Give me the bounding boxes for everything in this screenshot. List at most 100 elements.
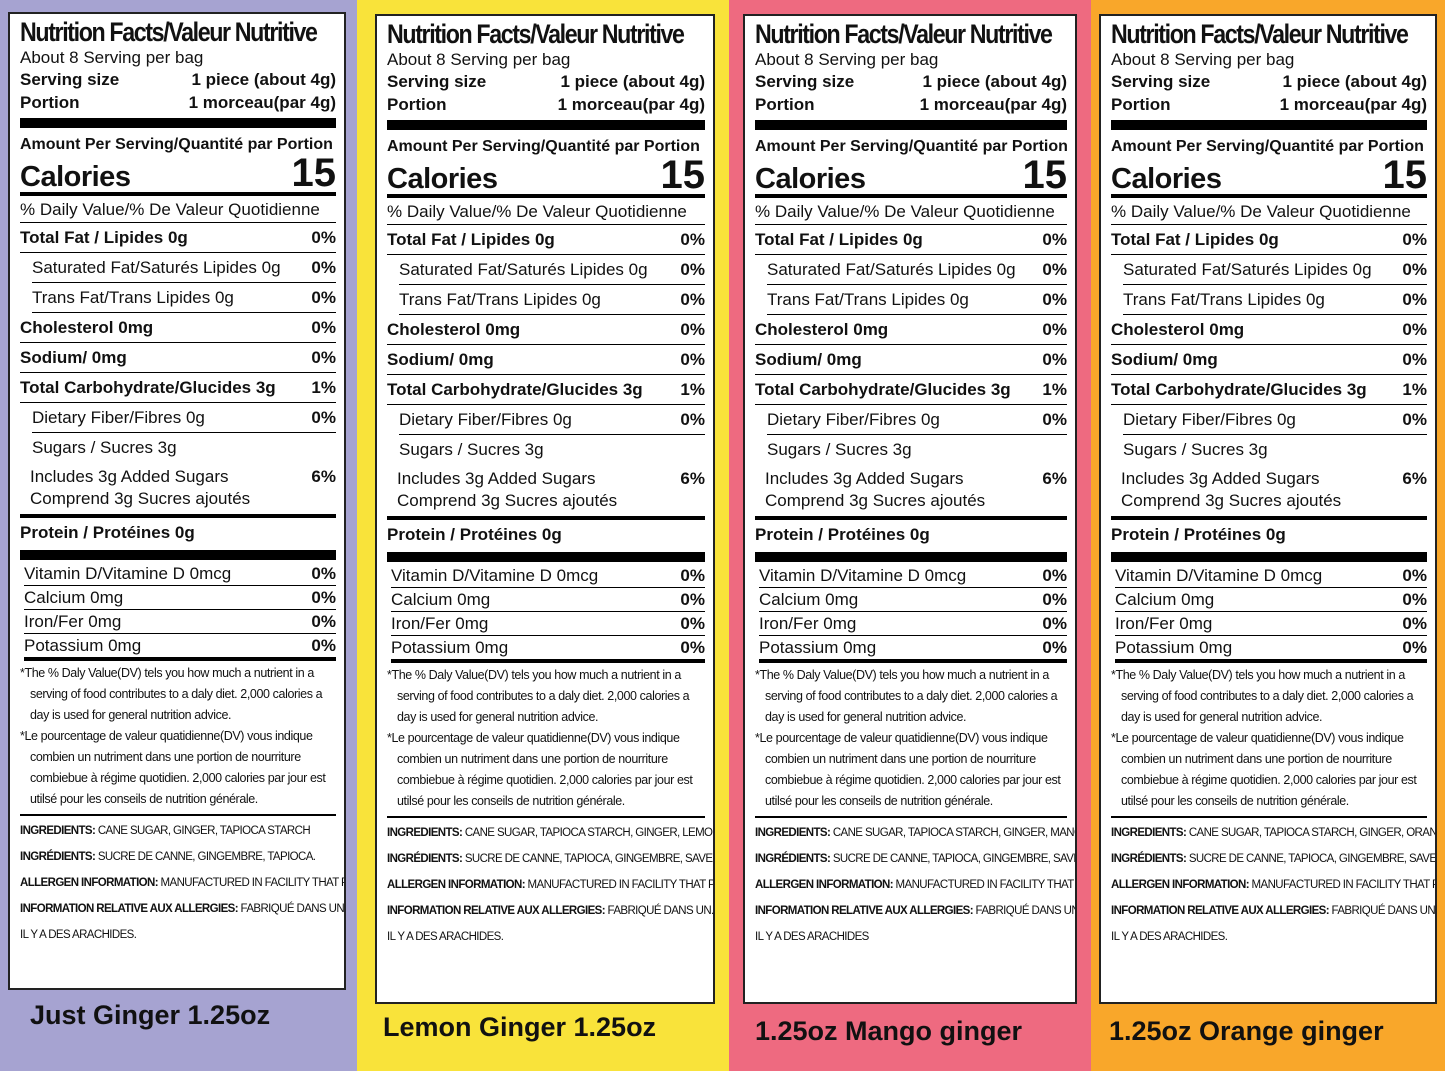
amount-per-serving: Amount Per Serving/Quantité par Portion bbox=[755, 138, 1068, 155]
sodium-percent: 0% bbox=[680, 350, 705, 369]
added-sugars-percent: 6% bbox=[1042, 469, 1067, 488]
serving-size-row: Serving size 1 piece (about 4g) bbox=[1111, 70, 1427, 93]
allergen-fr-cont: IL Y A DES ARACHIDES. bbox=[387, 931, 504, 943]
fiber-row: Dietary Fiber/Fibres 0g 0% bbox=[32, 403, 336, 433]
trans-fat-row: Trans Fat/Trans Lipides 0g 0% bbox=[767, 285, 1067, 315]
calcium-row: Calcium 0mg 0% bbox=[391, 588, 705, 612]
added-sugars-label: Includes 3g Added Sugars Comprend 3g Suc… bbox=[765, 468, 985, 512]
saturated-fat-percent: 0% bbox=[311, 258, 336, 277]
added-sugars-en: Includes 3g Added Sugars bbox=[30, 467, 229, 486]
label-title: Nutrition Facts/Valeur Nutritive bbox=[387, 19, 685, 49]
cholesterol-percent: 0% bbox=[1042, 320, 1067, 339]
fiber-row: Dietary Fiber/Fibres 0g 0% bbox=[767, 405, 1067, 435]
added-sugars-row: Includes 3g Added Sugars Comprend 3g Suc… bbox=[387, 464, 705, 520]
portion-row: Portion 1 morceau(par 4g) bbox=[20, 91, 336, 114]
serving-size-label: Serving size bbox=[755, 72, 855, 91]
allergen-fr: INFORMATION RELATIVE AUX ALLERGIES: FABR… bbox=[1111, 898, 1435, 924]
amount-per-serving: Amount Per Serving/Quantité par Portion bbox=[20, 136, 333, 153]
total-fat-label: Total Fat / Lipides 0g bbox=[1111, 230, 1279, 249]
footnote-en: *The % Daly Value(DV) tels you how much … bbox=[20, 666, 323, 722]
calcium-row: Calcium 0mg 0% bbox=[24, 586, 336, 610]
sodium-label: Sodium/ 0mg bbox=[387, 350, 494, 369]
ing-fr: SUCRE DE CANNE, TAPIOCA, GINGEMBRE, SAVE… bbox=[832, 853, 1075, 865]
ing-fr: SUCRE DE CANNE, TAPIOCA, GINGEMBRE, SAVE… bbox=[464, 853, 713, 865]
sugars-row: Sugars / Sucres 3g bbox=[1123, 435, 1427, 464]
portion-value: 1 morceau(par 4g) bbox=[557, 95, 705, 114]
carbohydrate-row: Total Carbohydrate/Glucides 3g 1% bbox=[387, 375, 705, 405]
vitamin-d-label: Vitamin D/Vitamine D 0mcg bbox=[759, 566, 967, 585]
trans-fat-label: Trans Fat/Trans Lipides 0g bbox=[1123, 290, 1325, 309]
saturated-fat-percent: 0% bbox=[680, 260, 705, 279]
vitamin-d-percent: 0% bbox=[311, 564, 336, 583]
all-fr: FABRIQUÉ DANS UN.ENDROIT OÙ bbox=[1331, 905, 1436, 917]
footnote-en: *The % Daly Value(DV) tels you how much … bbox=[1111, 668, 1414, 724]
saturated-fat-label: Saturated Fat/Saturés Lipides 0g bbox=[1123, 260, 1372, 279]
medium-divider bbox=[1111, 194, 1427, 198]
all-fr: FABRIQUÉ DANS UN.ENDROIT OÙ bbox=[607, 905, 714, 917]
thick-divider-vitamins bbox=[20, 550, 336, 560]
vitamin-d-percent: 0% bbox=[1042, 566, 1067, 585]
added-sugars-en: Includes 3g Added Sugars bbox=[1121, 469, 1320, 488]
portion-value: 1 morceau(par 4g) bbox=[1279, 95, 1427, 114]
ing-fr-k: INGRÉDIENTS: bbox=[20, 851, 96, 863]
carbohydrate-percent: 1% bbox=[680, 380, 705, 399]
portion-label: Portion bbox=[755, 95, 815, 114]
protein-row: Protein / Protéines 0g bbox=[1111, 520, 1427, 550]
vitamin-d-label: Vitamin D/Vitamine D 0mcg bbox=[391, 566, 599, 585]
calories-value: 15 bbox=[1382, 153, 1428, 197]
potassium-row: Potassium 0mg 0% bbox=[24, 634, 336, 661]
carbohydrate-percent: 1% bbox=[311, 378, 336, 397]
fiber-percent: 0% bbox=[311, 408, 336, 427]
serving-size-value: 1 piece (about 4g) bbox=[191, 70, 336, 89]
daily-value-header: % Daily Value/% De Valeur Quotidienne bbox=[755, 200, 1067, 225]
calcium-label: Calcium 0mg bbox=[759, 590, 859, 609]
ingredients-section: INGREDIENTS: CANE SUGAR, TAPIOCA STARCH,… bbox=[387, 816, 713, 950]
calories-label: Calories bbox=[387, 163, 498, 195]
all-en: MANUFACTURED IN FACILITY THAT PROCESSES … bbox=[1251, 879, 1435, 891]
portion-row: Portion 1 morceau(par 4g) bbox=[387, 93, 705, 116]
saturated-fat-label: Saturated Fat/Saturés Lipides 0g bbox=[767, 260, 1016, 279]
cholesterol-row: Cholesterol 0mg 0% bbox=[755, 315, 1067, 345]
ingredients-en: INGREDIENTS: CANE SUGAR, TAPIOCA STARCH,… bbox=[755, 820, 1075, 846]
ingredients-fr: INGRÉDIENTS: SUCRE DE CANNE, TAPIOCA, GI… bbox=[755, 846, 1075, 872]
serving-size-row: Serving size 1 piece (about 4g) bbox=[387, 70, 705, 93]
all-fr-k: INFORMATION RELATIVE AUX ALLERGIES: bbox=[20, 903, 239, 915]
calcium-percent: 0% bbox=[680, 590, 705, 609]
servings-per-bag: About 8 Serving per bag bbox=[755, 50, 939, 69]
flavor-name: 1.25oz Mango ginger bbox=[755, 1016, 1023, 1046]
daily-value-header: % Daily Value/% De Valeur Quotidienne bbox=[387, 200, 705, 225]
trans-fat-percent: 0% bbox=[1402, 290, 1427, 309]
ing-en: CANE SUGAR, TAPIOCA STARCH, GINGER, ORAN… bbox=[1188, 827, 1437, 839]
all-en: MANUFACTURED IN FACILITY THAT PROCESSES … bbox=[895, 879, 1075, 891]
allergen-en: ALLERGEN INFORMATION: MANUFACTURED IN FA… bbox=[387, 872, 713, 898]
added-sugars-label: Includes 3g Added Sugars Comprend 3g Suc… bbox=[1121, 468, 1341, 512]
saturated-fat-label: Saturated Fat/Saturés Lipides 0g bbox=[399, 260, 648, 279]
saturated-fat-row: Saturated Fat/Saturés Lipides 0g 0% bbox=[399, 255, 705, 285]
ing-fr-k: INGRÉDIENTS: bbox=[755, 853, 831, 865]
flavor-panel-1: Nutrition Facts/Valeur Nutritive About 8… bbox=[0, 0, 357, 1071]
thick-divider bbox=[1111, 120, 1427, 130]
vitamin-d-row: Vitamin D/Vitamine D 0mcg 0% bbox=[1115, 564, 1427, 588]
sugars-row: Sugars / Sucres 3g bbox=[399, 435, 705, 464]
all-en: MANUFACTURED IN FACILITY THAT PROCESSES … bbox=[527, 879, 715, 891]
vitamin-d-row: Vitamin D/Vitamine D 0mcg 0% bbox=[391, 564, 705, 588]
added-sugars-fr: Comprend 3g Sucres ajoutés bbox=[30, 489, 251, 508]
vitamins-section: Vitamin D/Vitamine D 0mcg 0% Calcium 0mg… bbox=[391, 564, 705, 663]
footnote-en: *The % Daly Value(DV) tels you how much … bbox=[387, 668, 690, 724]
sodium-row: Sodium/ 0mg 0% bbox=[1111, 345, 1427, 375]
flavor-name: Lemon Ginger 1.25oz bbox=[383, 1012, 657, 1042]
calcium-percent: 0% bbox=[1402, 590, 1427, 609]
trans-fat-row: Trans Fat/Trans Lipides 0g 0% bbox=[32, 283, 336, 313]
total-fat-label: Total Fat / Lipides 0g bbox=[387, 230, 555, 249]
carbohydrate-label: Total Carbohydrate/Glucides 3g bbox=[755, 380, 1011, 399]
ing-fr-k: INGRÉDIENTS: bbox=[1111, 853, 1187, 865]
ing-fr: SUCRE DE CANNE, GINGEMBRE, TAPIOCA. bbox=[95, 851, 316, 863]
nutrition-facts-label: Nutrition Facts/Valeur Nutritive About 8… bbox=[1099, 14, 1437, 1004]
ing-en: CANE SUGAR, TAPIOCA STARCH, GINGER, LEMO… bbox=[464, 827, 713, 839]
iron-percent: 0% bbox=[1402, 614, 1427, 633]
protein-row: Protein / Protéines 0g bbox=[387, 520, 705, 550]
added-sugars-percent: 6% bbox=[311, 467, 336, 486]
vitamin-d-percent: 0% bbox=[680, 566, 705, 585]
thick-divider-vitamins bbox=[1111, 552, 1427, 562]
fiber-percent: 0% bbox=[1042, 410, 1067, 429]
